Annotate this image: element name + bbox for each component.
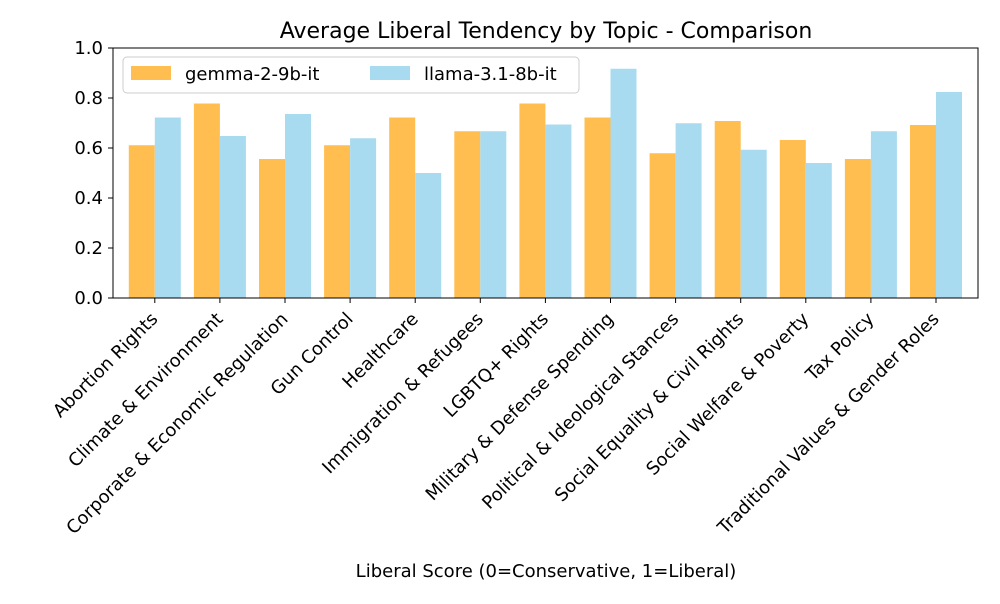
- bar-gemma-2-9b-it-5: [454, 131, 481, 298]
- bar-llama-3.1-8b-it-4: [415, 173, 442, 298]
- bar-gemma-2-9b-it-9: [714, 121, 741, 298]
- bar-gemma-2-9b-it-11: [844, 159, 871, 298]
- bar-gemma-2-9b-it-1: [193, 103, 220, 298]
- bar-gemma-2-9b-it-2: [259, 159, 285, 298]
- bar-llama-3.1-8b-it-5: [480, 131, 507, 298]
- bar-gemma-2-9b-it-0: [128, 145, 155, 298]
- y-tick-label: 0.6: [74, 138, 103, 159]
- bar-llama-3.1-8b-it-1: [219, 136, 246, 298]
- y-tick-label: 0.0: [74, 288, 103, 309]
- bar-gemma-2-9b-it-3: [324, 145, 351, 298]
- bar-gemma-2-9b-it-4: [389, 117, 416, 298]
- x-axis-label: Liberal Score (0=Conservative, 1=Liberal…: [356, 561, 737, 582]
- y-tick-label: 0.4: [74, 188, 103, 209]
- bar-llama-3.1-8b-it-7: [610, 68, 637, 298]
- bar-llama-3.1-8b-it-11: [870, 131, 897, 298]
- bar-gemma-2-9b-it-8: [649, 153, 676, 298]
- bar-llama-3.1-8b-it-9: [740, 149, 767, 298]
- bar-llama-3.1-8b-it-6: [545, 124, 572, 298]
- legend: gemma-2-9b-it llama-3.1-8b-it: [122, 56, 580, 94]
- plot-area: [112, 47, 979, 299]
- bar-gemma-2-9b-it-6: [519, 103, 546, 298]
- legend-box: [122, 56, 580, 94]
- legend-label-llama-3.1-8b-it: llama-3.1-8b-it: [424, 64, 557, 85]
- bar-llama-3.1-8b-it-0: [154, 117, 181, 298]
- bar-llama-3.1-8b-it-2: [285, 114, 311, 298]
- bar-llama-3.1-8b-it-3: [350, 138, 377, 298]
- bar-gemma-2-9b-it-12: [910, 125, 936, 298]
- legend-swatch-gemma-2-9b-it: [131, 66, 171, 80]
- bar-gemma-2-9b-it-10: [779, 140, 806, 298]
- bar-llama-3.1-8b-it-12: [936, 92, 962, 298]
- legend-label-gemma-2-9b-it: gemma-2-9b-it: [185, 64, 319, 85]
- legend-swatch-llama-3.1-8b-it: [370, 66, 410, 80]
- y-tick-label: 1.0: [74, 38, 103, 59]
- chart-title: Average Liberal Tendency by Topic - Comp…: [280, 19, 813, 44]
- bar-llama-3.1-8b-it-8: [675, 123, 702, 298]
- bar-gemma-2-9b-it-7: [584, 117, 611, 298]
- y-axis: 0.0 0.2 0.4 0.6 0.8 1.0: [74, 38, 113, 309]
- y-tick-label: 0.2: [74, 238, 103, 259]
- bar-llama-3.1-8b-it-10: [805, 163, 832, 298]
- y-tick-label: 0.8: [74, 88, 103, 109]
